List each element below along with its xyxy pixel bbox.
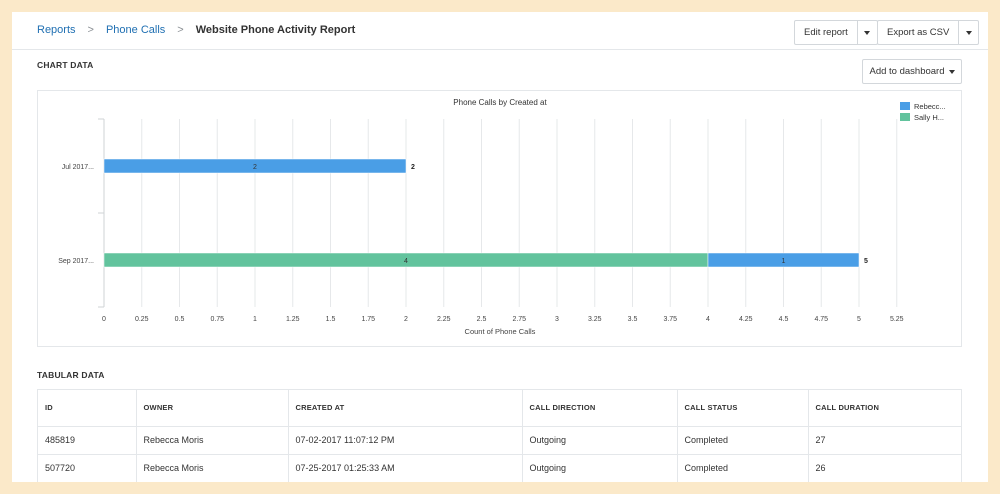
x-axis-label: Count of Phone Calls — [465, 327, 536, 336]
report-page: Reports > Phone Calls > Website Phone Ac… — [12, 12, 988, 482]
x-tick-label: 3.25 — [588, 316, 602, 323]
column-header-call-status[interactable]: CALL STATUS — [677, 390, 809, 427]
add-to-dashboard-label: Add to dashboard — [869, 66, 945, 77]
column-header-call-direction[interactable]: CALL DIRECTION — [522, 390, 678, 427]
breadcrumb: Reports > Phone Calls > Website Phone Ac… — [37, 24, 355, 36]
bar-segment-label: 1 — [782, 258, 786, 265]
column-header-id[interactable]: ID — [38, 390, 137, 427]
breadcrumb-phone-calls-link[interactable]: Phone Calls — [105, 24, 166, 36]
table-row[interactable]: 485819 Rebecca Moris 07-02-2017 11:07:12… — [38, 426, 961, 455]
x-tick-label: 5 — [857, 316, 861, 323]
cell-call-duration: 26 — [808, 454, 961, 482]
x-tick-label: 1 — [253, 316, 257, 323]
legend-swatch — [900, 113, 910, 121]
y-tick-label: Jul 2017... — [62, 164, 94, 171]
table-row[interactable]: 507720 Rebecca Moris 07-25-2017 01:25:33… — [38, 454, 961, 482]
x-tick-label: 5.25 — [890, 316, 904, 323]
export-dropdown-toggle[interactable] — [958, 21, 978, 44]
cell-id: 507720 — [38, 454, 137, 482]
x-tick-label: 4.5 — [779, 316, 789, 323]
bar-segment — [103, 158, 407, 174]
column-header-created-at[interactable]: CREATED AT — [288, 390, 523, 427]
cell-call-direction: Outgoing — [522, 426, 678, 455]
x-tick-label: 4.75 — [814, 316, 828, 323]
x-tick-label: 1.75 — [361, 316, 375, 323]
cell-call-duration: 27 — [808, 426, 961, 455]
breadcrumb-separator: > — [87, 24, 94, 36]
x-tick-label: 2.5 — [477, 316, 487, 323]
legend-label: Rebecc... — [914, 102, 946, 111]
x-tick-label: 2.75 — [512, 316, 526, 323]
x-tick-label: 2 — [404, 316, 408, 323]
column-header-owner[interactable]: OWNER — [136, 390, 289, 427]
edit-report-button[interactable]: Edit report — [804, 27, 848, 38]
legend-label: Sally H... — [914, 113, 944, 122]
bar-total-label: 2 — [411, 164, 415, 171]
x-tick-label: 0.75 — [210, 316, 224, 323]
export-button-group: Export as CSV — [877, 20, 980, 45]
cell-created-at: 07-02-2017 11:07:12 PM — [288, 426, 523, 455]
add-to-dashboard-button[interactable]: Add to dashboard — [862, 59, 962, 84]
caret-down-icon — [965, 30, 972, 35]
table-section-title: TABULAR DATA — [37, 370, 105, 380]
cell-owner: Rebecca Moris — [136, 454, 289, 482]
x-tick-label: 3.5 — [628, 316, 638, 323]
x-tick-label: 4.25 — [739, 316, 753, 323]
y-tick-label: Sep 2017... — [58, 258, 94, 265]
x-tick-label: 0.5 — [175, 316, 185, 323]
caret-down-icon — [864, 30, 871, 35]
legend-swatch — [900, 102, 910, 110]
edit-report-dropdown-toggle[interactable] — [856, 21, 877, 44]
cell-call-status: Completed — [677, 426, 809, 455]
chart-title: Phone Calls by Created at — [453, 98, 547, 107]
x-tick-label: 4 — [706, 316, 710, 323]
breadcrumb-separator: > — [177, 24, 184, 36]
edit-report-button-group: Edit report — [794, 20, 878, 45]
chart-card: Phone Calls by Created at 0 0.25 0.5 0.75 1 1.… — [37, 90, 962, 347]
data-table-container: ID OWNER CREATED AT CALL DIRECTION CALL … — [37, 389, 962, 482]
bar-segment-label: 4 — [404, 258, 408, 265]
bar-segment-label: 2 — [253, 164, 257, 171]
x-tick-label: 0.25 — [135, 316, 149, 323]
report-header: Reports > Phone Calls > Website Phone Ac… — [12, 12, 988, 50]
breadcrumb-reports-link[interactable]: Reports — [37, 24, 76, 36]
x-tick-label: 2.25 — [437, 316, 451, 323]
page-title: Website Phone Activity Report — [195, 24, 356, 36]
data-table: ID OWNER CREATED AT CALL DIRECTION CALL … — [38, 390, 961, 482]
table-header-row: ID OWNER CREATED AT CALL DIRECTION CALL … — [38, 390, 961, 427]
export-csv-button[interactable]: Export as CSV — [887, 27, 950, 38]
bar-chart: Phone Calls by Created at 0 0.25 0.5 0.75 1 1.… — [58, 98, 946, 336]
cell-call-direction: Outgoing — [522, 454, 678, 482]
x-tick-label: 1.25 — [286, 316, 300, 323]
chart-section-title: CHART DATA — [37, 60, 94, 70]
column-header-call-duration[interactable]: CALL DURATION — [808, 390, 961, 427]
bar-total-label: 5 — [864, 258, 868, 265]
caret-down-icon — [948, 69, 955, 74]
x-tick-label: 3 — [555, 316, 559, 323]
cell-call-status: Completed — [677, 454, 809, 482]
x-tick-label: 3.75 — [663, 316, 677, 323]
x-tick-label: 0 — [102, 316, 106, 323]
cell-owner: Rebecca Moris — [136, 426, 289, 455]
x-tick-label: 1.5 — [326, 316, 336, 323]
bar-segment — [707, 252, 860, 268]
cell-id: 485819 — [38, 426, 137, 455]
cell-created-at: 07-25-2017 01:25:33 AM — [288, 454, 523, 482]
